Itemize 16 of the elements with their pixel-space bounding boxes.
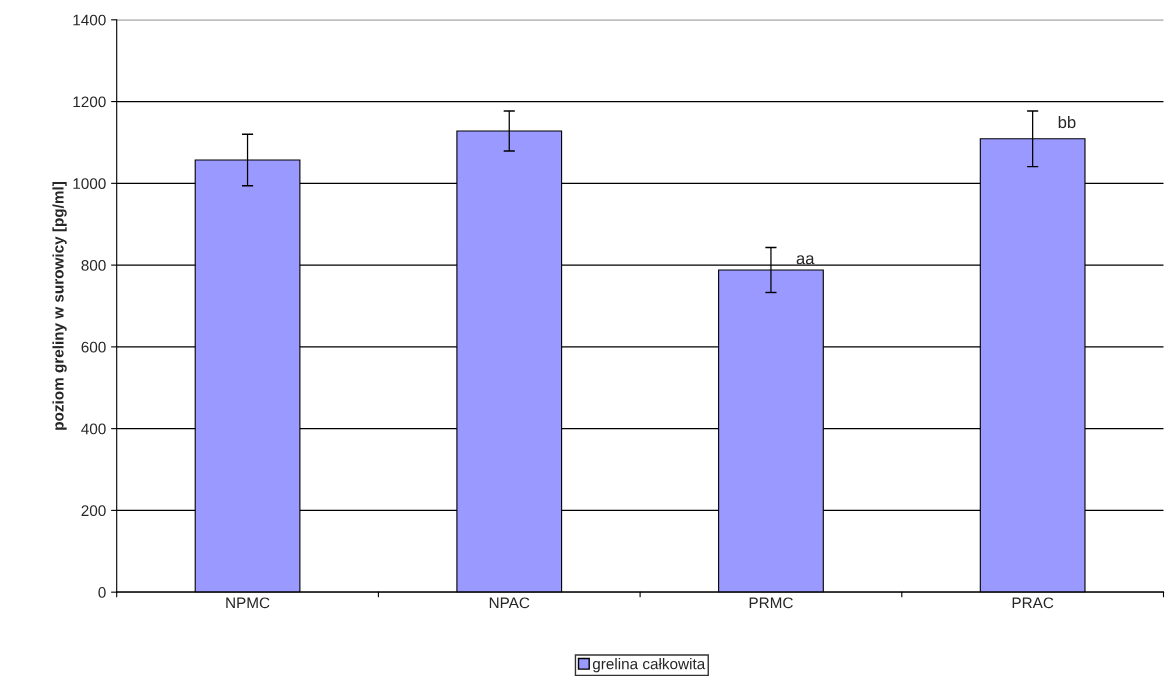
y-tick-label: 0	[98, 587, 106, 598]
y-tick-label: 1000	[73, 178, 106, 190]
y-axis-title: poziom greliny w surowicy [pg/ml]	[52, 182, 67, 430]
y-tick-label: 200	[81, 505, 106, 517]
y-tick-label: 400	[81, 423, 106, 435]
y-tick-label: 600	[81, 341, 106, 353]
x-tick-label: PRAC	[1012, 597, 1054, 609]
y-tick-label: 1200	[73, 96, 106, 108]
x-tick-label: NPAC	[489, 597, 530, 609]
x-tick-label: PRMC	[749, 597, 793, 609]
annotation: bb	[1058, 115, 1076, 129]
legend-label: grelina całkowita	[592, 658, 706, 673]
y-tick-label: 800	[81, 259, 106, 271]
x-tick-label: NPMC	[226, 597, 270, 609]
annotation: aa	[796, 255, 815, 265]
y-tick-label: 1400	[73, 14, 106, 26]
